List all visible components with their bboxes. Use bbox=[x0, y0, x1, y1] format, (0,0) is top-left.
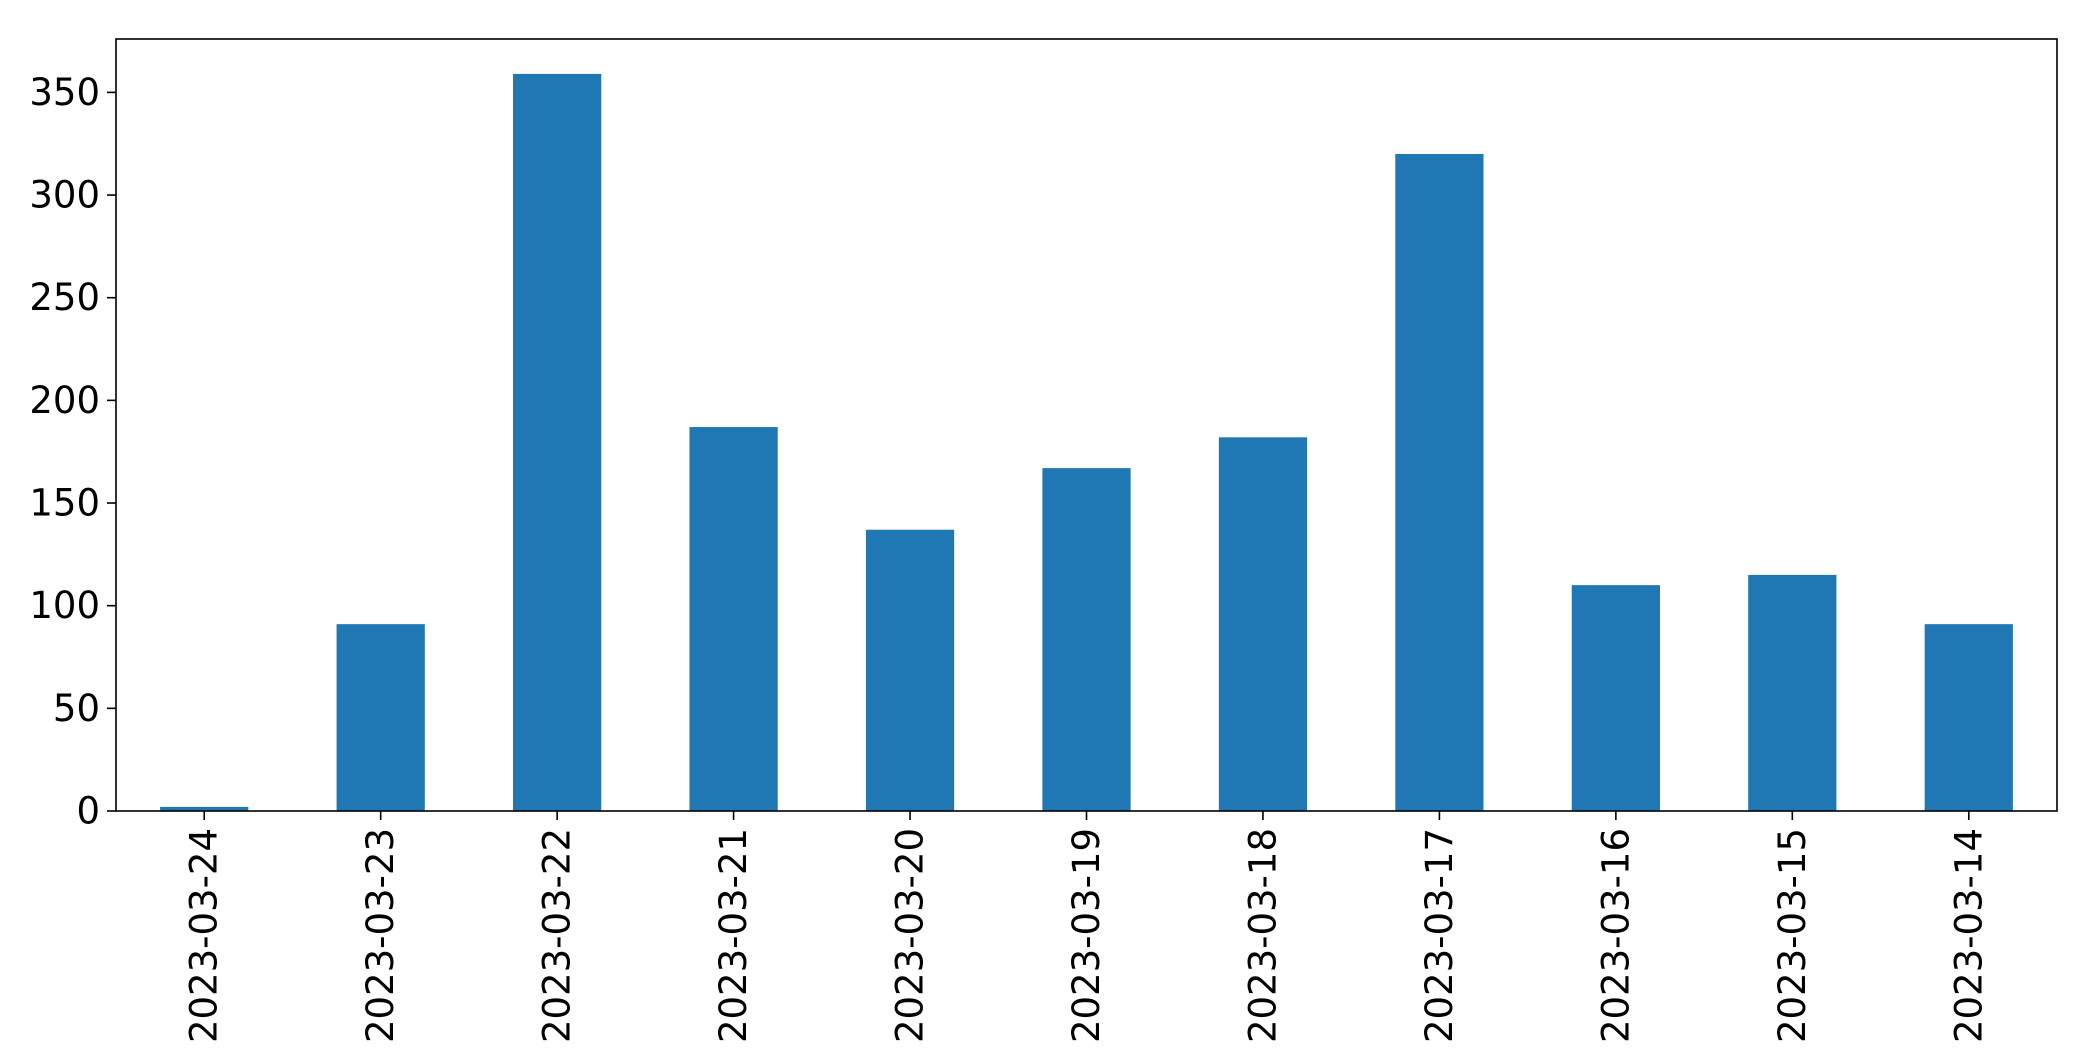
bar-2023-03-14 bbox=[1924, 624, 2013, 811]
y-tick-label: 50 bbox=[53, 687, 100, 730]
x-tick-label: 2023-03-19 bbox=[1065, 828, 1108, 1043]
x-tick-label: 2023-03-15 bbox=[1771, 828, 1814, 1043]
bar-2023-03-15 bbox=[1748, 574, 1837, 811]
x-tick-label: 2023-03-16 bbox=[1594, 828, 1637, 1043]
bar-2023-03-17 bbox=[1395, 153, 1484, 811]
y-tick-label: 0 bbox=[76, 790, 100, 833]
x-tick-label: 2023-03-20 bbox=[889, 828, 932, 1043]
y-tick-label: 200 bbox=[29, 379, 100, 422]
y-tick-label: 250 bbox=[29, 276, 100, 319]
y-tick-label: 100 bbox=[29, 584, 100, 627]
x-tick-label: 2023-03-18 bbox=[1241, 828, 1284, 1043]
y-tick-label: 350 bbox=[29, 71, 100, 114]
bar-2023-03-22 bbox=[513, 73, 602, 812]
bar-2023-03-21 bbox=[689, 427, 778, 811]
bar-2023-03-19 bbox=[1042, 468, 1131, 811]
x-tick-label: 2023-03-21 bbox=[712, 828, 755, 1043]
x-tick-label: 2023-03-22 bbox=[536, 828, 579, 1043]
bar-2023-03-16 bbox=[1571, 585, 1660, 811]
bars bbox=[160, 73, 2013, 812]
x-tick-label: 2023-03-17 bbox=[1418, 828, 1461, 1043]
x-tick-label: 2023-03-23 bbox=[359, 828, 402, 1043]
y-axis-ticks: 0 50 100 150 200 250 300 350 bbox=[29, 71, 116, 833]
bar-2023-03-18 bbox=[1218, 437, 1308, 811]
y-tick-label: 150 bbox=[29, 482, 100, 525]
bar-2023-03-20 bbox=[865, 529, 955, 811]
y-tick-label: 300 bbox=[29, 174, 100, 217]
bar-2023-03-23 bbox=[336, 624, 425, 811]
x-axis-ticks: 2023-03-24 2023-03-23 2023-03-22 2023-03-21… bbox=[183, 811, 1990, 1043]
bar-2023-03-24 bbox=[160, 806, 249, 811]
x-tick-label: 2023-03-14 bbox=[1947, 828, 1990, 1043]
x-tick-label: 2023-03-24 bbox=[183, 828, 226, 1043]
